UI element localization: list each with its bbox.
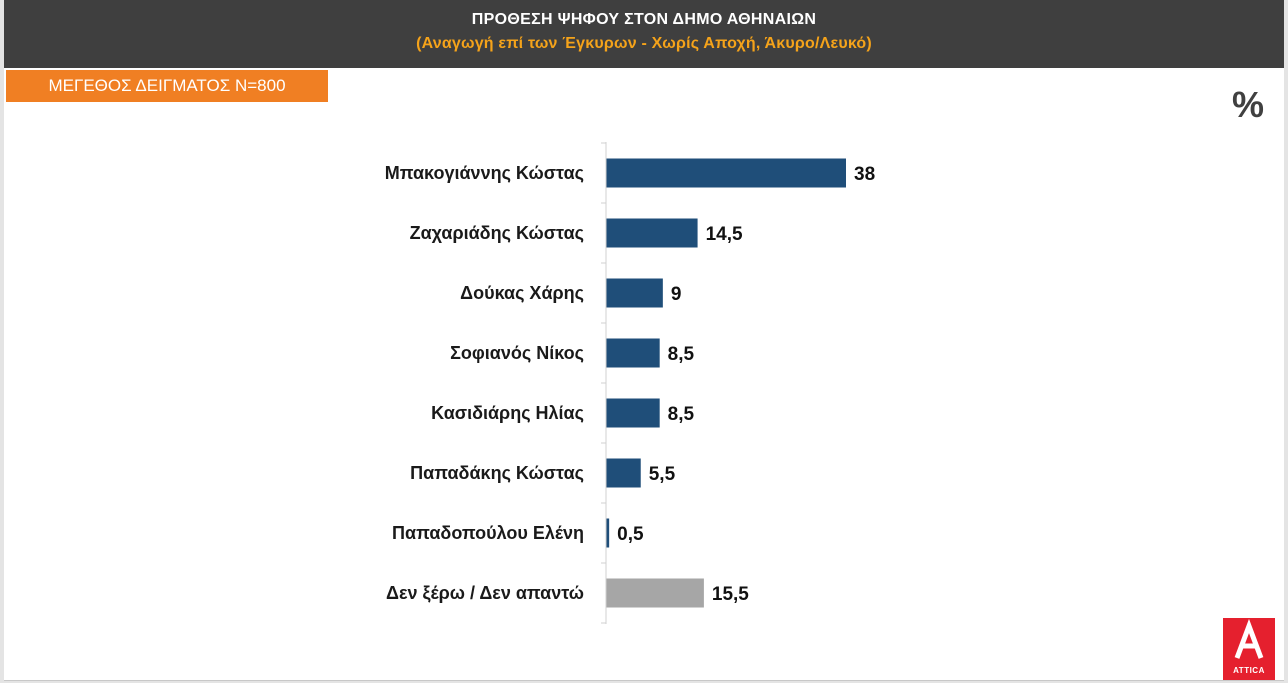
bar-chart: Μπακογιάννης Κώστας Ζαχαριάδης Κώστας Δούκ… bbox=[385, 142, 875, 624]
data-label: 9 bbox=[671, 284, 682, 305]
data-label: 14,5 bbox=[706, 224, 743, 245]
slide: ΠΡΟΘΕΣΗ ΨΗΦΟΥ ΣΤΟΝ ΔΗΜΟ ΑΘΗΝΑΙΩΝ (Αναγωγ… bbox=[4, 0, 1284, 681]
data-label: 38 bbox=[854, 164, 875, 185]
category-label: Παπαδάκης Κώστας bbox=[410, 463, 584, 483]
category-label: Παπαδοπούλου Ελένη bbox=[392, 523, 584, 543]
header-bar: ΠΡΟΘΕΣΗ ΨΗΦΟΥ ΣΤΟΝ ΔΗΜΟ ΑΘΗΝΑΙΩΝ (Αναγωγ… bbox=[4, 0, 1284, 68]
data-label: 8,5 bbox=[668, 404, 695, 425]
category-labels: Μπακογιάννης Κώστας Ζαχαριάδης Κώστας Δούκ… bbox=[385, 163, 584, 604]
chart-subtitle: (Αναγωγή επί των Έγκυρων - Χωρίς Αποχή, … bbox=[416, 35, 872, 52]
attica-logo: ATTICA bbox=[1223, 618, 1275, 680]
chart-title: ΠΡΟΘΕΣΗ ΨΗΦΟΥ ΣΤΟΝ ΔΗΜΟ ΑΘΗΝΑΙΩΝ bbox=[471, 11, 817, 28]
bar bbox=[606, 338, 660, 368]
category-label: Δούκας Χάρης bbox=[460, 283, 584, 303]
percent-unit-icon: % bbox=[1232, 84, 1265, 125]
bars bbox=[606, 158, 846, 608]
bar bbox=[606, 158, 846, 188]
category-label: Σοφιανός Νίκος bbox=[450, 343, 584, 363]
data-label: 0,5 bbox=[617, 524, 644, 545]
bar bbox=[606, 218, 698, 248]
bar bbox=[606, 578, 704, 608]
bar bbox=[606, 458, 641, 488]
attica-a-icon bbox=[1234, 618, 1264, 659]
category-label: Κασιδιάρης Ηλίας bbox=[431, 403, 584, 423]
bar bbox=[606, 398, 660, 428]
data-label: 15,5 bbox=[712, 584, 749, 605]
axis-ticks bbox=[601, 142, 606, 624]
data-label: 5,5 bbox=[649, 464, 676, 485]
value-labels: 38 14,5 9 8,5 8,5 5,5 0,5 15,5 bbox=[617, 164, 875, 605]
category-label: Δεν ξέρω / Δεν απαντώ bbox=[386, 583, 584, 604]
data-label: 8,5 bbox=[668, 344, 695, 365]
bar bbox=[606, 278, 663, 308]
sample-size-badge: ΜΕΓΕΘΟΣ ΔΕΙΓΜΑΤΟΣ Ν=800 bbox=[6, 70, 328, 102]
brand-name: ATTICA bbox=[1233, 666, 1265, 675]
category-label: Ζαχαριάδης Κώστας bbox=[410, 223, 584, 243]
bar bbox=[606, 518, 610, 548]
category-label: Μπακογιάννης Κώστας bbox=[385, 163, 584, 183]
